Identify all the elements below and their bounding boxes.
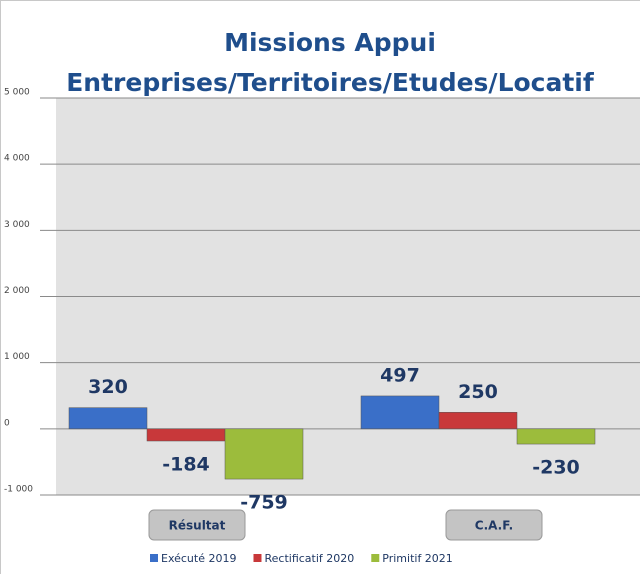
legend-label: Primitif 2021: [382, 552, 453, 565]
y-tick-label: 0: [4, 418, 10, 428]
category-badge: [148, 509, 246, 541]
legend-swatch: [371, 554, 380, 562]
x-tick-label: C.A.F.: [475, 519, 513, 533]
value-label: 497: [380, 364, 420, 386]
y-tick-label: -1 000: [4, 485, 33, 495]
value-label: -230: [532, 457, 580, 479]
category-badge: [445, 509, 543, 541]
y-tick-label: 4 000: [4, 154, 30, 164]
bar: [438, 412, 518, 430]
legend-label: Exécuté 2019: [161, 552, 236, 565]
bar: [146, 428, 226, 442]
legend-swatch: [253, 554, 262, 562]
chart-title: Entreprises/Territoires/Etudes/Locatif: [66, 68, 595, 97]
value-label: -184: [162, 454, 210, 476]
value-label: -759: [240, 492, 288, 514]
value-label: 320: [88, 376, 128, 398]
bar: [224, 428, 304, 480]
y-tick-label: 5 000: [4, 88, 30, 98]
legend-swatch: [150, 554, 158, 562]
chart-title: Missions Appui: [224, 28, 436, 57]
y-tick-label: 3 000: [4, 220, 30, 230]
value-label: 250: [458, 381, 498, 403]
bar: [68, 407, 148, 430]
y-tick-label: 1 000: [4, 352, 30, 362]
x-tick-label: Résultat: [169, 519, 226, 533]
legend-label: Rectificatif 2020: [264, 552, 354, 565]
bar: [516, 428, 596, 445]
y-tick-label: 2 000: [4, 286, 30, 296]
bar: [360, 395, 440, 430]
